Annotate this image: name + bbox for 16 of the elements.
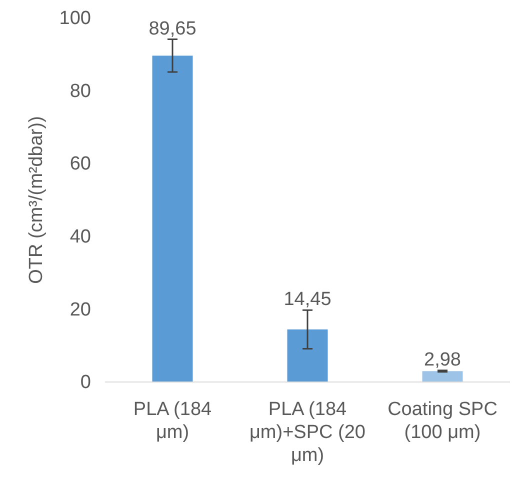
- y-tick-label: 20: [70, 299, 91, 320]
- x-tick-label: PLA (184 μm)+SPC (20 μm): [249, 399, 366, 466]
- y-tick-label: 60: [70, 154, 91, 175]
- bar: [287, 329, 328, 382]
- y-tick-label: 40: [70, 226, 91, 248]
- y-tick-label: 0: [80, 372, 91, 394]
- bar: [152, 56, 193, 382]
- data-label: 89,65: [148, 18, 196, 40]
- y-tick-label: 80: [70, 80, 91, 102]
- x-tick-label: PLA (184 μm): [133, 399, 212, 443]
- data-label: 2,98: [424, 349, 461, 370]
- y-tick-label: 100: [59, 8, 91, 30]
- bar: [422, 371, 463, 382]
- y-axis-title: OTR (cm³/(m²dbar)): [26, 116, 47, 284]
- data-label: 14,45: [284, 289, 332, 310]
- x-tick-label: Coating SPC (100 μm): [388, 399, 498, 443]
